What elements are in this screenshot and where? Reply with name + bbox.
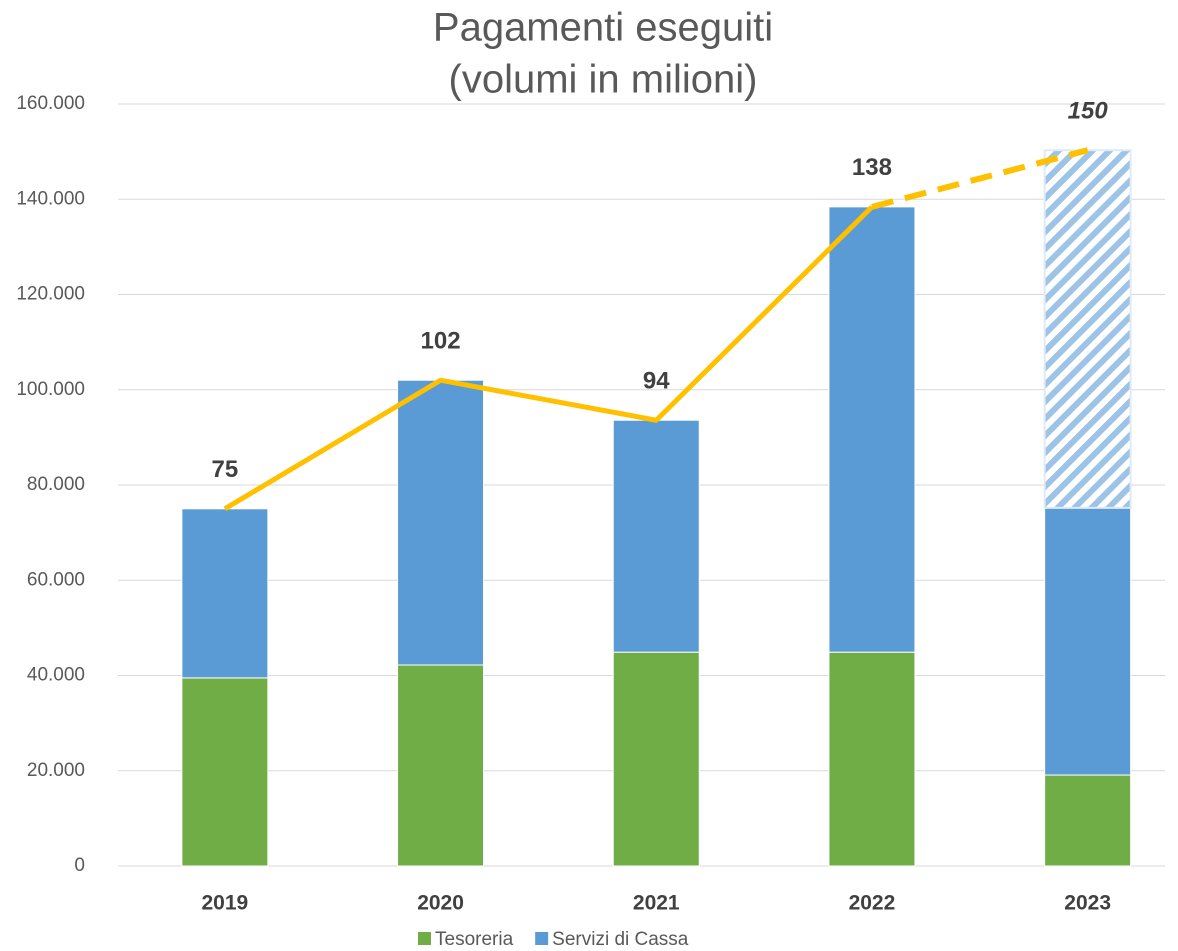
- chart-title: Pagamenti eseguiti: [433, 6, 773, 50]
- bar-segment: [181, 677, 269, 867]
- bar-segment: [181, 508, 269, 679]
- x-tick-label: 2019: [201, 892, 248, 915]
- bar-segment: [1044, 774, 1132, 867]
- bar-segment: [612, 419, 700, 653]
- projected-segment: [871, 147, 1089, 210]
- data-label: 94: [643, 368, 670, 395]
- x-tick-label: 2023: [1064, 892, 1111, 915]
- y-tick-label: 140.000: [16, 188, 85, 209]
- bar-segment: [1043, 149, 1132, 509]
- y-tick-label: 100.000: [16, 379, 85, 400]
- y-tick-label: 20.000: [27, 760, 85, 781]
- y-tick-label: 60.000: [27, 569, 85, 590]
- data-label: 150: [1068, 98, 1109, 125]
- y-tick-label: 120.000: [16, 284, 85, 305]
- legend-label: Servizi di Cassa: [552, 929, 689, 950]
- y-tick-label: 80.000: [27, 474, 85, 495]
- legend-label: Tesoreria: [435, 929, 514, 950]
- data-label: 138: [852, 154, 892, 181]
- y-tick-label: 0: [74, 855, 85, 876]
- bar-segment: [612, 651, 700, 867]
- legend-swatch: [418, 932, 431, 945]
- data-label: 75: [211, 456, 238, 483]
- bar-segment: [397, 379, 485, 666]
- chart-subtitle: (volumi in milioni): [449, 58, 758, 102]
- x-tick-label: 2021: [633, 892, 680, 915]
- bar-segment: [828, 651, 916, 867]
- y-tick-label: 160.000: [16, 93, 85, 114]
- bar-segment: [397, 664, 485, 867]
- x-tick-label: 2020: [417, 892, 464, 915]
- y-tick-label: 40.000: [27, 665, 85, 686]
- data-label: 102: [421, 328, 461, 355]
- bar-segment: [1044, 507, 1132, 776]
- bar-segment: [828, 206, 916, 653]
- total-line: [223, 205, 874, 511]
- legend-swatch: [535, 932, 549, 945]
- x-tick-label: 2022: [849, 892, 896, 915]
